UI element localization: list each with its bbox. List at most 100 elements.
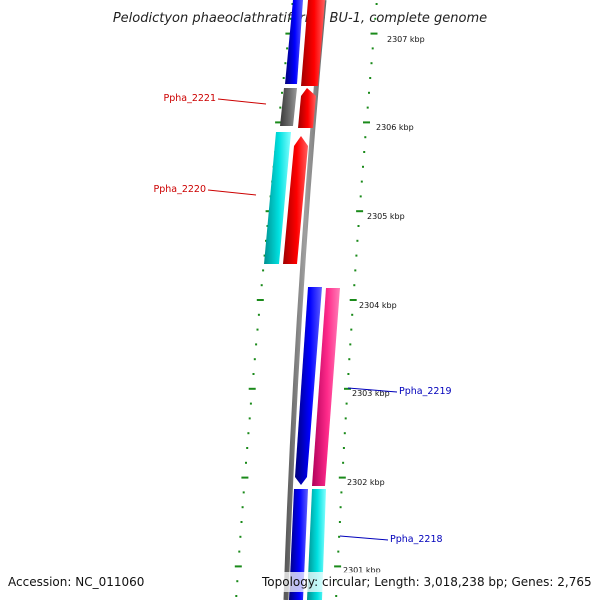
minor-tick [253, 358, 256, 361]
minor-tick [260, 284, 263, 287]
gene-label-ppha-2220[interactable]: Ppha_2220 [153, 184, 206, 195]
minor-tick [282, 77, 285, 79]
minor-tick [342, 447, 345, 449]
major-tick [370, 32, 378, 35]
topology-text: Topology: circular; Length: 3,018,238 bp… [261, 575, 592, 589]
scale-labels: 2307 kbp 2306 kbp 2305 kbp 2304 kbp 2303… [343, 35, 425, 575]
minor-tick [245, 461, 247, 464]
minor-tick [248, 417, 251, 420]
gene-arrow [285, 0, 303, 84]
minor-tick [366, 106, 369, 109]
scale-label-2307: 2307 kbp [387, 35, 425, 44]
leader-line [339, 535, 389, 541]
scale-label-2302: 2302 kbp [347, 478, 385, 487]
minor-tick [338, 535, 341, 538]
minor-tick [241, 506, 244, 509]
major-tick [248, 387, 256, 390]
minor-tick [286, 47, 289, 50]
minor-tick [339, 506, 342, 509]
minor-tick [255, 343, 258, 346]
minor-tick [284, 62, 287, 65]
minor-tick [344, 417, 347, 420]
minor-tick [337, 550, 340, 553]
minor-tick [257, 313, 260, 316]
major-tick [334, 565, 342, 568]
minor-tick [351, 313, 354, 316]
minor-tick [350, 328, 353, 331]
minor-tick [263, 254, 266, 257]
gene-arrow [301, 0, 325, 86]
gene-arrow [298, 88, 316, 128]
footer-topology-backdrop [258, 572, 598, 592]
minor-tick [343, 432, 346, 435]
minor-tick [289, 17, 292, 20]
minor-tick [349, 343, 352, 346]
minor-tick [363, 151, 366, 153]
minor-tick [256, 328, 259, 331]
gene-labels: Ppha_2221 Ppha_2220 Ppha_2219 Ppha_2218 [153, 93, 451, 545]
gene-arrow [283, 136, 308, 264]
minor-tick [371, 47, 374, 50]
major-tick [363, 121, 370, 124]
leader-line [347, 387, 398, 393]
minor-tick [242, 491, 245, 494]
scale-label-2306: 2306 kbp [376, 123, 414, 132]
accession-text: Accession: NC_011060 [8, 575, 144, 589]
gene-features [264, 0, 340, 600]
minor-tick [279, 106, 282, 109]
minor-tick [252, 373, 255, 375]
major-tick [234, 565, 242, 568]
gene-arrow [280, 88, 297, 126]
minor-tick [338, 521, 341, 523]
minor-tick [247, 432, 250, 435]
major-tick [275, 121, 283, 124]
minor-tick [238, 550, 241, 553]
minor-tick [240, 521, 243, 523]
scale-label-2305: 2305 kbp [367, 212, 405, 221]
gene-label-ppha-2218[interactable]: Ppha_2218 [390, 534, 443, 545]
major-tick [344, 387, 351, 390]
gene-label-ppha-2219[interactable]: Ppha_2219 [399, 386, 452, 397]
major-tick [241, 476, 249, 479]
minor-tick [345, 402, 348, 405]
gene-arrow [295, 287, 322, 485]
minor-tick [239, 535, 242, 538]
minor-tick [235, 595, 238, 597]
minor-tick [335, 595, 338, 597]
minor-tick [374, 17, 377, 20]
major-tick [356, 210, 364, 213]
minor-tick [347, 373, 350, 375]
scale-label-2304: 2304 kbp [359, 301, 397, 310]
minor-tick [291, 3, 294, 5]
scale-ticks [234, 3, 378, 597]
minor-tick [342, 461, 345, 464]
gene-arrow [312, 288, 340, 486]
gene-label-ppha-2221[interactable]: Ppha_2221 [163, 93, 216, 104]
minor-tick [249, 402, 252, 405]
minor-tick [236, 580, 239, 583]
leader-line [207, 189, 257, 196]
minor-tick [360, 180, 363, 183]
minor-tick [364, 136, 367, 139]
minor-tick [355, 254, 358, 257]
minor-tick [359, 195, 362, 198]
scale-label-2301: 2301 kbp [343, 566, 381, 575]
minor-tick [354, 269, 357, 272]
minor-tick [375, 3, 378, 5]
major-tick [285, 32, 293, 35]
leader-line [217, 98, 267, 105]
minor-tick [262, 269, 265, 272]
scale-label-2303: 2303 kbp [352, 389, 390, 398]
minor-tick [368, 91, 370, 94]
minor-tick [356, 239, 359, 242]
minor-tick [362, 165, 364, 168]
major-tick [349, 299, 357, 301]
minor-tick [340, 491, 343, 494]
minor-tick [353, 284, 356, 287]
major-tick [338, 476, 346, 479]
minor-tick [265, 239, 267, 242]
major-tick [256, 299, 264, 301]
minor-tick [246, 447, 249, 449]
minor-tick [281, 91, 283, 94]
